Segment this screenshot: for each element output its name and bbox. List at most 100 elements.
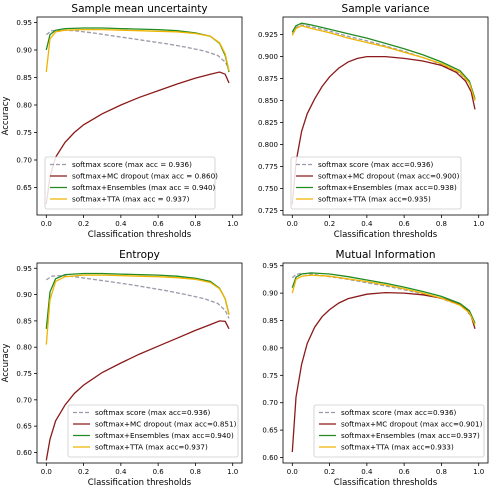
legend-label: softmax score (max acc=0.936) <box>318 160 434 169</box>
y-axis-label: Accuracy <box>1 97 11 136</box>
x-tick-label: 0.6 <box>399 220 411 228</box>
legend-label: softmax+TTA (max acc = 0.937) <box>72 195 190 204</box>
legend-label: softmax+Ensembles (max acc=0.940) <box>95 431 234 440</box>
y-tick-label: 0.95 <box>16 265 32 273</box>
y-tick-label: 0.75 <box>262 372 278 380</box>
subplot-1: Sample mean uncertainty 0.0 0.2 0.4 0.6 0.8 1.… <box>1 3 243 240</box>
series-line-2 <box>291 291 476 453</box>
x-tick-label: 0.8 <box>436 468 447 476</box>
y-tick-label: 0.95 <box>16 19 32 27</box>
y-tick-label: 0.90 <box>16 291 32 299</box>
y-tick-label: 0.80 <box>262 344 278 352</box>
series-line-3 <box>291 22 476 99</box>
legend-label: softmax+TTA (max acc=0.933) <box>341 443 454 452</box>
legend-label: softmax+MC dropout (max acc=0.851) <box>95 420 237 429</box>
series-line-3 <box>291 272 476 324</box>
subplot-title: Mutual Information <box>336 249 436 261</box>
x-axis-label: Classification thresholds <box>334 230 438 240</box>
y-tick-label: 0.85 <box>16 74 32 82</box>
x-tick-label: 0.0 <box>41 468 52 476</box>
legend: softmax score (max acc=0.936) softmax+MC … <box>67 404 239 458</box>
legend-label: softmax score (max acc = 0.936) <box>72 160 192 169</box>
legend-label: softmax+MC dropout (max acc=0.900) <box>318 172 460 181</box>
legend-box <box>44 156 216 210</box>
legend-box <box>290 156 462 210</box>
y-tick-label: 0.60 <box>262 454 278 462</box>
x-tick-label: 0.2 <box>78 220 89 228</box>
y-tick-label: 0.800 <box>258 141 278 149</box>
x-tick-label: 0.4 <box>115 468 127 476</box>
y-tick-label: 0.750 <box>258 185 278 193</box>
x-tick-label: 0.4 <box>361 468 373 476</box>
y-tick-label: 0.850 <box>258 97 278 105</box>
series-line-2 <box>291 55 476 205</box>
subplot-2: Sample variance 0.0 0.2 0.4 0.6 0.8 1.0 0.725 0.… <box>258 3 489 240</box>
x-tick-label: 0.8 <box>190 220 201 228</box>
legend-label: softmax+Ensembles (max acc=0.937) <box>341 431 480 440</box>
legend: softmax score (max acc = 0.936) softmax+M… <box>44 156 218 210</box>
x-tick-label: 1.0 <box>473 220 484 228</box>
y-tick-label: 0.90 <box>16 47 32 55</box>
y-tick-label: 0.85 <box>16 317 32 325</box>
y-tick-label: 0.875 <box>258 75 278 83</box>
x-tick-label: 0.6 <box>399 468 411 476</box>
y-tick-label: 0.60 <box>16 449 32 457</box>
y-tick-label: 0.775 <box>258 163 278 171</box>
x-tick-label: 0.2 <box>324 468 335 476</box>
x-tick-label: 1.0 <box>227 220 238 228</box>
legend-label: softmax+MC dropout (max acc = 0.860) <box>72 172 218 181</box>
legend-label: softmax+TTA (max acc=0.935) <box>318 195 431 204</box>
x-tick-label: 0.6 <box>153 220 165 228</box>
subplot-title: Entropy <box>119 249 160 261</box>
x-axis-label: Classification thresholds <box>88 230 192 240</box>
y-tick-label: 0.80 <box>16 344 32 352</box>
legend-label: softmax+Ensembles (max acc = 0.940) <box>72 183 216 192</box>
y-tick-label: 0.85 <box>262 317 278 325</box>
x-tick-label: 0.2 <box>78 468 89 476</box>
series-line-4 <box>45 28 230 73</box>
series-line-4 <box>291 274 476 326</box>
series-line-2 <box>45 320 230 461</box>
x-tick-label: 0.2 <box>324 220 335 228</box>
y-tick-label: 0.65 <box>16 184 32 192</box>
y-tick-label: 0.65 <box>262 427 278 435</box>
legend-label: softmax+TTA (max acc=0.937) <box>95 443 208 452</box>
y-tick-label: 0.900 <box>258 53 278 61</box>
x-tick-label: 0.0 <box>287 220 298 228</box>
x-tick-label: 0.0 <box>287 468 298 476</box>
x-tick-label: 0.0 <box>41 220 52 228</box>
subplot-3: Entropy 0.0 0.2 0.4 0.6 0.8 1.0 0.60 0.65 0.70 0.7… <box>1 249 243 488</box>
legend-box <box>313 404 485 458</box>
y-tick-label: 0.65 <box>16 423 32 431</box>
y-tick-label: 0.75 <box>16 370 32 378</box>
y-tick-label: 0.90 <box>262 290 278 298</box>
series-line-2 <box>45 71 230 205</box>
x-axis-label: Classification thresholds <box>88 478 192 488</box>
y-axis-label: Accuracy <box>1 344 11 383</box>
x-tick-label: 0.4 <box>115 220 127 228</box>
legend: softmax score (max acc=0.936) softmax+MC … <box>290 156 462 210</box>
x-tick-label: 1.0 <box>227 468 238 476</box>
subplot-title: Sample mean uncertainty <box>71 3 207 15</box>
x-tick-label: 1.0 <box>473 468 484 476</box>
subplot-title: Sample variance <box>342 3 430 15</box>
y-tick-label: 0.70 <box>16 157 32 165</box>
legend: softmax score (max acc=0.936) softmax+MC … <box>313 404 485 458</box>
x-axis-label: Classification thresholds <box>334 478 438 488</box>
subplot-4: Mutual Information 0.0 0.2 0.4 0.6 0.8 1.0 0.60… <box>262 249 489 488</box>
y-tick-label: 0.80 <box>16 102 32 110</box>
legend-label: softmax+Ensembles (max acc=0.938) <box>318 183 457 192</box>
x-tick-label: 0.6 <box>153 468 165 476</box>
x-tick-label: 0.8 <box>190 468 201 476</box>
y-tick-label: 0.725 <box>258 207 278 215</box>
y-tick-label: 0.70 <box>262 399 278 407</box>
y-tick-label: 0.825 <box>258 119 278 127</box>
x-tick-label: 0.4 <box>361 220 373 228</box>
series-line-1 <box>291 24 476 101</box>
y-tick-label: 0.925 <box>258 31 278 39</box>
y-tick-label: 0.95 <box>262 262 278 270</box>
legend-label: softmax score (max acc=0.936) <box>341 408 457 417</box>
legend-label: softmax+MC dropout (max acc=0.901) <box>341 420 483 429</box>
y-tick-label: 0.70 <box>16 396 32 404</box>
